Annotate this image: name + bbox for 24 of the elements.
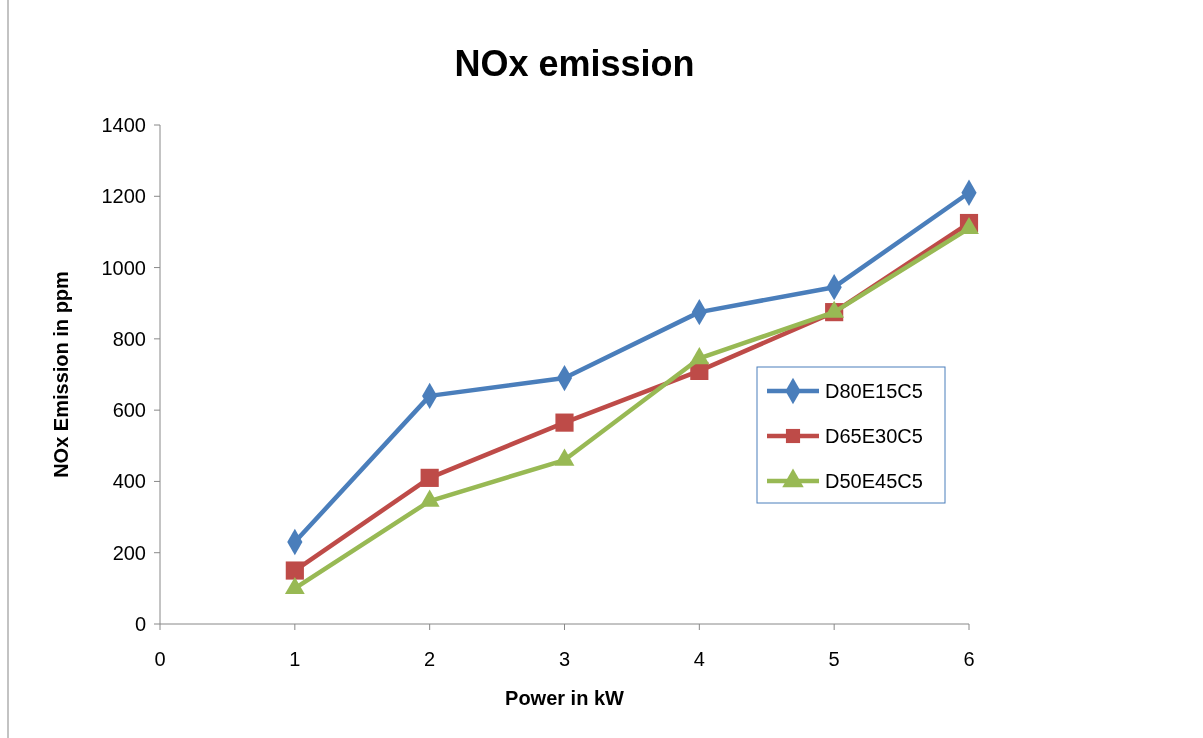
y-axis-title: NOx Emission in ppm <box>50 271 72 478</box>
legend-label: D65E30C5 <box>825 425 923 447</box>
y-tick-label: 1200 <box>101 185 146 208</box>
y-tick-label: 1000 <box>101 256 146 279</box>
y-tick-label: 400 <box>112 470 146 493</box>
chart-title: NOx emission <box>454 43 695 84</box>
point <box>420 468 439 487</box>
y-tick-label: 200 <box>112 541 146 564</box>
point <box>555 413 574 432</box>
legend-label: D80E15C5 <box>825 380 923 402</box>
y-tick-label: 1400 <box>101 114 146 136</box>
x-axis-title: Power in kW <box>505 687 625 709</box>
x-tick-label: 2 <box>424 648 436 670</box>
point <box>285 561 304 580</box>
x-tick-label: 5 <box>828 648 840 670</box>
x-tick-label: 0 <box>154 648 166 670</box>
y-tick-label: 800 <box>112 327 146 350</box>
y-tick-label: 0 <box>134 613 146 635</box>
x-tick-label: 1 <box>289 648 301 670</box>
legend-label: D50E45C5 <box>825 470 923 492</box>
y-tick-label: 600 <box>112 399 146 422</box>
x-tick-label: 4 <box>693 648 705 670</box>
x-tick-label: 6 <box>963 648 975 670</box>
x-tick-label: 3 <box>558 648 571 670</box>
